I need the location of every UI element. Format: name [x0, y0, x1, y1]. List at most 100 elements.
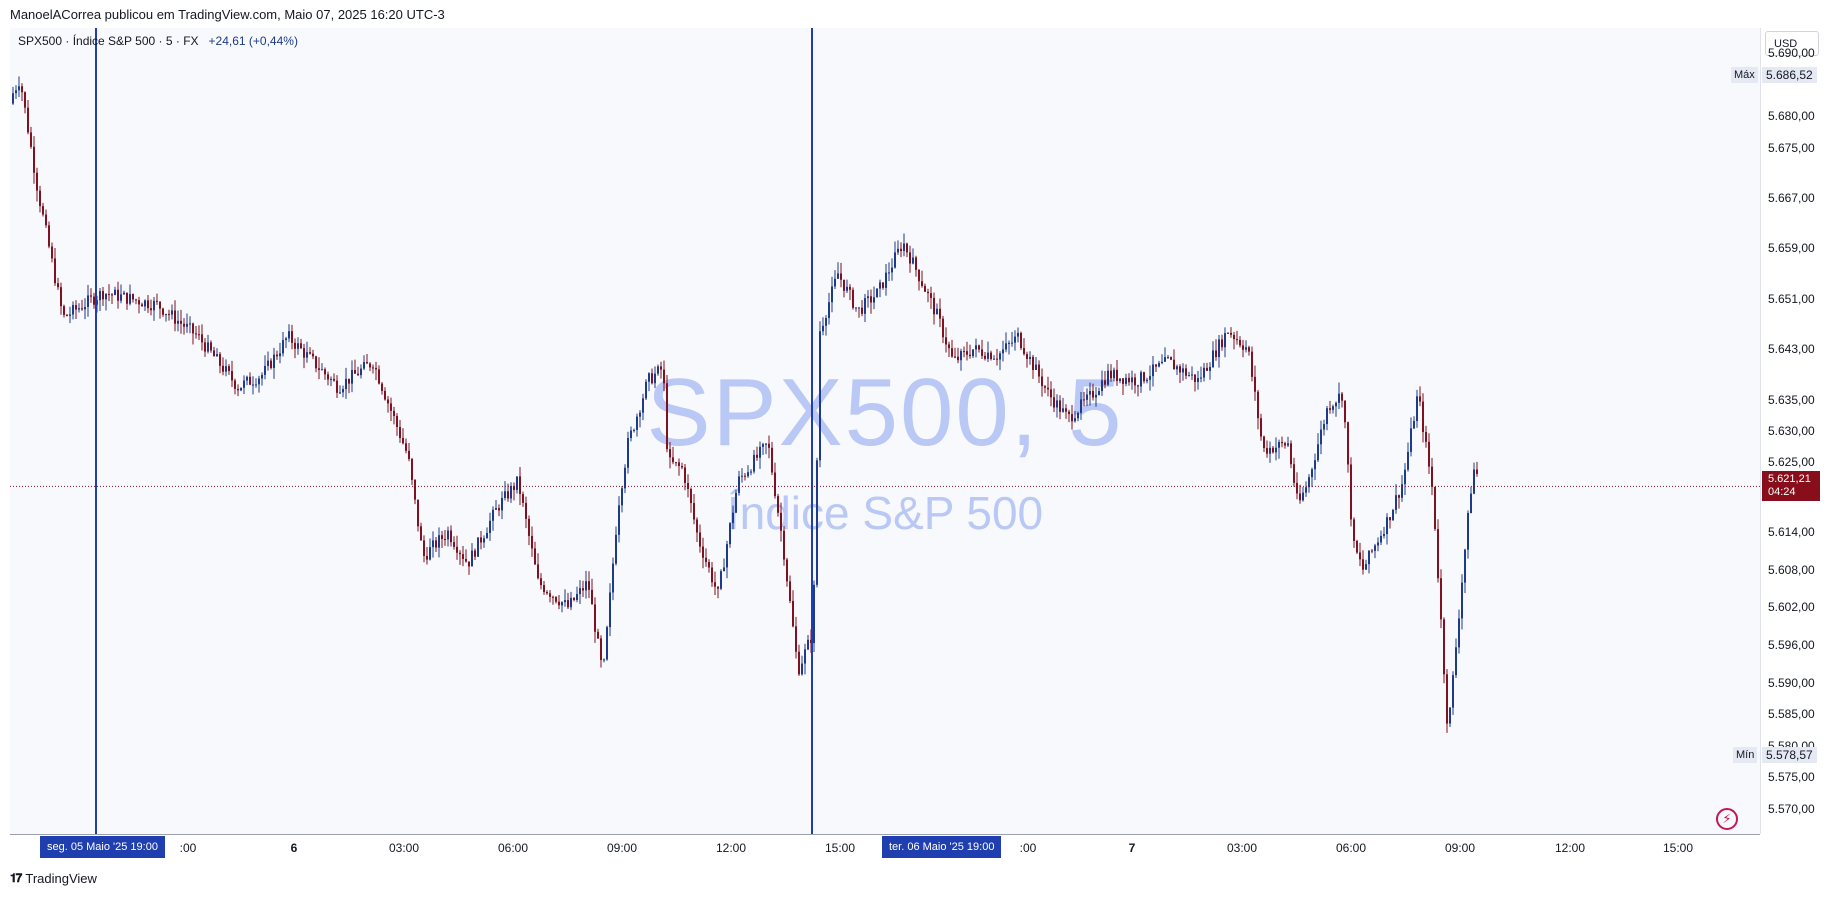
currency-button[interactable]: USD: [1765, 31, 1819, 56]
candle-body: [594, 604, 596, 632]
candle-body: [1035, 364, 1037, 370]
candle-body: [558, 601, 560, 606]
candlestick-chart[interactable]: [10, 28, 1760, 834]
candle-body: [1182, 368, 1184, 373]
candle-body: [1191, 374, 1193, 376]
candle-body: [114, 289, 116, 295]
price-tick-label: 5.570,00: [1768, 801, 1815, 816]
candle-body: [477, 537, 479, 557]
candle-body: [363, 361, 365, 369]
candle-body: [231, 371, 233, 381]
candle-body: [726, 544, 728, 568]
candle-body: [207, 342, 209, 352]
candle-body: [1059, 400, 1061, 412]
candle-body: [801, 663, 803, 675]
price-tick-label: 5.575,00: [1768, 770, 1815, 785]
candle-body: [63, 306, 65, 315]
chart-pane[interactable]: SPX500, 5 Índice S&P 500: [10, 28, 1760, 834]
candle-body: [645, 381, 647, 399]
candle-body: [1257, 391, 1259, 419]
candle-body: [948, 344, 950, 349]
candle-body: [1311, 469, 1313, 478]
candle-body: [1104, 380, 1106, 385]
candle-body: [648, 373, 650, 382]
candle-body: [945, 337, 947, 345]
legend-symbol[interactable]: SPX500 · Índice S&P 500 · 5 · FX: [18, 34, 199, 48]
candle-body: [327, 374, 329, 380]
candle-body: [402, 437, 404, 444]
candle-body: [291, 331, 293, 343]
last-price-tag: 5.621,21 04:24: [1762, 471, 1820, 502]
candle-body: [1305, 487, 1307, 493]
symbol-legend[interactable]: SPX500 · Índice S&P 500 · 5 · FX +24,61 …: [18, 34, 298, 48]
candle-body: [1350, 464, 1352, 520]
candle-body: [1356, 541, 1358, 553]
candle-body: [144, 300, 146, 307]
legend-change: +24,61 (+0,44%): [208, 34, 298, 48]
candle-body: [537, 564, 539, 579]
candle-body: [57, 283, 59, 288]
candle-body: [1026, 354, 1028, 359]
lightning-icon[interactable]: ⚡: [1716, 808, 1738, 830]
candle-body: [882, 282, 884, 288]
candle-body: [1419, 396, 1421, 402]
candle-body: [633, 429, 635, 431]
candle-body: [1092, 390, 1094, 398]
candle-body: [42, 206, 44, 215]
candle-body: [1137, 385, 1139, 387]
candle-body: [429, 547, 431, 560]
candle-body: [372, 367, 374, 369]
candle-body: [963, 351, 965, 353]
candle-body: [1071, 414, 1073, 422]
candle-body: [186, 323, 188, 327]
candle-body: [1155, 364, 1157, 367]
candle-body: [1455, 647, 1457, 676]
candle-body: [183, 323, 185, 327]
candle-body: [204, 342, 206, 352]
candle-body: [309, 352, 311, 354]
candle-body: [162, 308, 164, 315]
price-tick-label: 5.651,00: [1768, 291, 1815, 306]
candle-body: [1359, 552, 1361, 560]
candle-body: [1077, 412, 1079, 419]
candle-body: [804, 649, 806, 664]
time-tick-label: 06:00: [1335, 841, 1367, 855]
candle-body: [1296, 482, 1298, 494]
candle-body: [108, 293, 110, 295]
candle-body: [924, 285, 926, 292]
candle-body: [171, 310, 173, 315]
price-tick-label: 5.614,00: [1768, 524, 1815, 539]
candle-body: [60, 287, 62, 307]
low-value-tag: 5.578,57: [1762, 746, 1817, 763]
candle-body: [471, 550, 473, 567]
candle-body: [447, 530, 449, 540]
candle-body: [366, 361, 368, 364]
candle-body: [177, 320, 179, 324]
candle-body: [639, 412, 641, 417]
candle-body: [111, 294, 113, 296]
candle-body: [345, 378, 347, 390]
candle-body: [315, 356, 317, 369]
footer-brand[interactable]: 𝟏𝟕 TradingView: [10, 871, 97, 886]
candle-body: [1425, 432, 1427, 442]
candle-body: [600, 638, 602, 661]
price-tick-label: 5.585,00: [1768, 707, 1815, 722]
candle-body: [1464, 549, 1466, 583]
candle-body: [51, 246, 53, 259]
bar-countdown: 04:24: [1768, 486, 1796, 499]
candle-body: [1386, 517, 1388, 535]
candle-body: [621, 488, 623, 506]
candle-body: [702, 546, 704, 558]
candle-body: [912, 257, 914, 264]
candle-body: [102, 291, 104, 300]
price-scale[interactable]: [1760, 28, 1835, 834]
candle-body: [1110, 370, 1112, 379]
candle-body: [489, 520, 491, 533]
candle-body: [1332, 406, 1334, 410]
candle-body: [1278, 441, 1280, 448]
low-label: Mín: [1733, 746, 1758, 763]
candle-body: [783, 530, 785, 560]
candle-body: [123, 292, 125, 295]
candle-body: [234, 380, 236, 389]
candle-body: [975, 345, 977, 350]
